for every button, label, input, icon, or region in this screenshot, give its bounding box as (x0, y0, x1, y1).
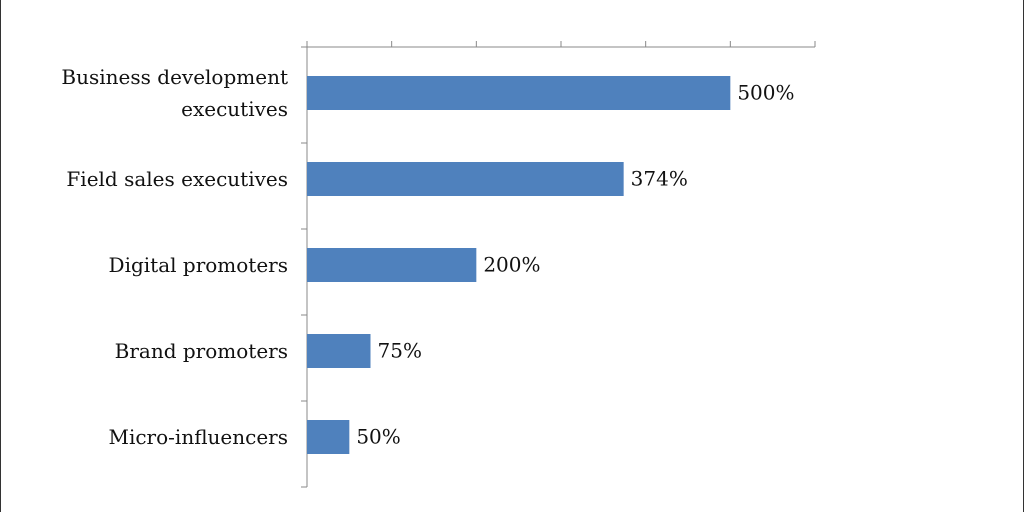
bar (307, 76, 731, 110)
y-tick-label: Micro-influencers (108, 425, 288, 449)
y-tick-label: Field sales executives (66, 167, 288, 191)
value-label: 200% (483, 253, 540, 277)
bar (307, 162, 624, 196)
y-tick-label: Business development executives (61, 65, 288, 121)
bar (307, 248, 477, 282)
value-label: 50% (356, 425, 400, 449)
value-label: 75% (378, 339, 422, 363)
bar (307, 334, 371, 368)
value-label: 374% (631, 167, 688, 191)
bar (307, 420, 350, 454)
y-tick-label: Digital promoters (108, 253, 288, 277)
y-tick-label: Brand promoters (114, 339, 288, 363)
value-label: 500% (737, 81, 794, 105)
